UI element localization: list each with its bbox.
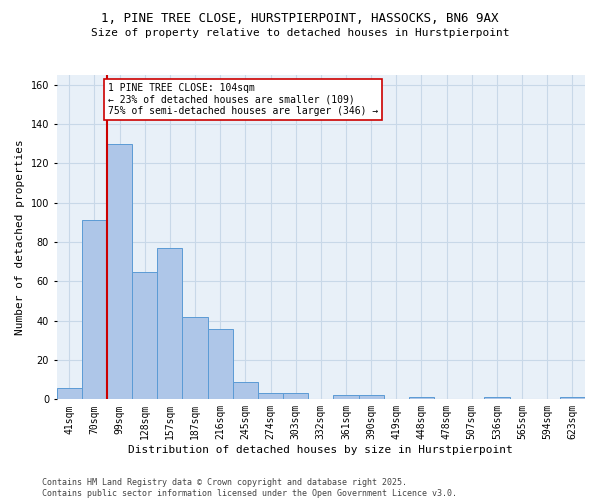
Bar [208, 328, 233, 400]
Bar [560, 398, 585, 400]
Text: 1 PINE TREE CLOSE: 104sqm
← 23% of detached houses are smaller (109)
75% of semi: 1 PINE TREE CLOSE: 104sqm ← 23% of detac… [108, 83, 379, 116]
Bar [258, 394, 283, 400]
Bar [484, 398, 509, 400]
Text: Contains HM Land Registry data © Crown copyright and database right 2025.
Contai: Contains HM Land Registry data © Crown c… [42, 478, 457, 498]
Y-axis label: Number of detached properties: Number of detached properties [15, 140, 25, 335]
Bar [409, 398, 434, 400]
Bar [82, 220, 107, 400]
Text: 1, PINE TREE CLOSE, HURSTPIERPOINT, HASSOCKS, BN6 9AX: 1, PINE TREE CLOSE, HURSTPIERPOINT, HASS… [101, 12, 499, 26]
Text: Size of property relative to detached houses in Hurstpierpoint: Size of property relative to detached ho… [91, 28, 509, 38]
Bar [56, 388, 82, 400]
Bar [182, 317, 208, 400]
Bar [107, 144, 132, 400]
Bar [359, 396, 384, 400]
Bar [334, 396, 359, 400]
Bar [233, 382, 258, 400]
Bar [283, 394, 308, 400]
Bar [132, 272, 157, 400]
Bar [157, 248, 182, 400]
X-axis label: Distribution of detached houses by size in Hurstpierpoint: Distribution of detached houses by size … [128, 445, 513, 455]
